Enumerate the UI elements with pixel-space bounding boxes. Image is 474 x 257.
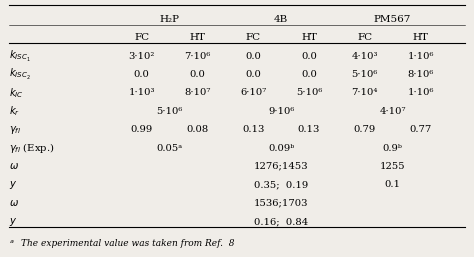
Text: 0.08: 0.08	[186, 125, 209, 134]
Text: $k_r$: $k_r$	[9, 104, 20, 118]
Text: 0.35;  0.19: 0.35; 0.19	[254, 180, 308, 189]
Text: FC: FC	[246, 33, 261, 42]
Text: 1255: 1255	[380, 162, 405, 171]
Text: 0.16;  0.84: 0.16; 0.84	[254, 217, 308, 226]
Text: 5·10⁶: 5·10⁶	[296, 88, 322, 97]
Text: FC: FC	[357, 33, 372, 42]
Text: PM567: PM567	[374, 15, 411, 24]
Text: HT: HT	[301, 33, 317, 42]
Text: 0.13: 0.13	[242, 125, 264, 134]
Text: 5·10⁶: 5·10⁶	[352, 70, 378, 79]
Text: $\gamma_{fl}$ (Exp.): $\gamma_{fl}$ (Exp.)	[9, 141, 55, 155]
Text: $^a$: $^a$	[9, 239, 15, 248]
Text: 0.09ᵇ: 0.09ᵇ	[268, 143, 294, 152]
Text: 1·10⁶: 1·10⁶	[407, 88, 434, 97]
Text: 0.0: 0.0	[246, 52, 261, 61]
Text: 0.79: 0.79	[354, 125, 376, 134]
Text: 1536;1703: 1536;1703	[254, 199, 309, 208]
Text: FC: FC	[134, 33, 149, 42]
Text: 0.05ᵃ: 0.05ᵃ	[156, 143, 182, 152]
Text: 0.9ᵇ: 0.9ᵇ	[383, 143, 402, 152]
Text: 0.0: 0.0	[246, 70, 261, 79]
Text: 1·10³: 1·10³	[128, 88, 155, 97]
Text: 5·10⁶: 5·10⁶	[156, 107, 183, 116]
Text: 0.0: 0.0	[190, 70, 205, 79]
Text: $\omega$: $\omega$	[9, 198, 19, 208]
Text: 7·10⁶: 7·10⁶	[184, 52, 211, 61]
Text: 4·10³: 4·10³	[352, 52, 378, 61]
Text: $k_{ISC_1}$: $k_{ISC_1}$	[9, 49, 31, 64]
Text: 0.0: 0.0	[134, 70, 150, 79]
Text: 8·10⁷: 8·10⁷	[184, 88, 211, 97]
Text: 4·10⁷: 4·10⁷	[379, 107, 406, 116]
Text: $k_{IC}$: $k_{IC}$	[9, 86, 24, 100]
Text: $\omega$: $\omega$	[9, 161, 19, 171]
Text: 6·10⁷: 6·10⁷	[240, 88, 266, 97]
Text: 0.77: 0.77	[410, 125, 432, 134]
Text: 3·10²: 3·10²	[128, 52, 155, 61]
Text: $k_{ISC_2}$: $k_{ISC_2}$	[9, 67, 31, 82]
Text: 0.13: 0.13	[298, 125, 320, 134]
Text: 0.99: 0.99	[131, 125, 153, 134]
Text: The experimental value was taken from Ref.  8: The experimental value was taken from Re…	[21, 239, 235, 248]
Text: H₂P: H₂P	[160, 15, 180, 24]
Text: $y$: $y$	[9, 216, 18, 227]
Text: HT: HT	[412, 33, 428, 42]
Text: 0.1: 0.1	[384, 180, 401, 189]
Text: $\gamma_{fl}$: $\gamma_{fl}$	[9, 124, 22, 136]
Text: HT: HT	[190, 33, 206, 42]
Text: 9·10⁶: 9·10⁶	[268, 107, 294, 116]
Text: 0.0: 0.0	[301, 52, 317, 61]
Text: 4B: 4B	[274, 15, 288, 24]
Text: 8·10⁶: 8·10⁶	[407, 70, 434, 79]
Text: 0.0: 0.0	[301, 70, 317, 79]
Text: $y$: $y$	[9, 179, 18, 191]
Text: 1·10⁶: 1·10⁶	[407, 52, 434, 61]
Text: 1276;1453: 1276;1453	[254, 162, 309, 171]
Text: 7·10⁴: 7·10⁴	[352, 88, 378, 97]
